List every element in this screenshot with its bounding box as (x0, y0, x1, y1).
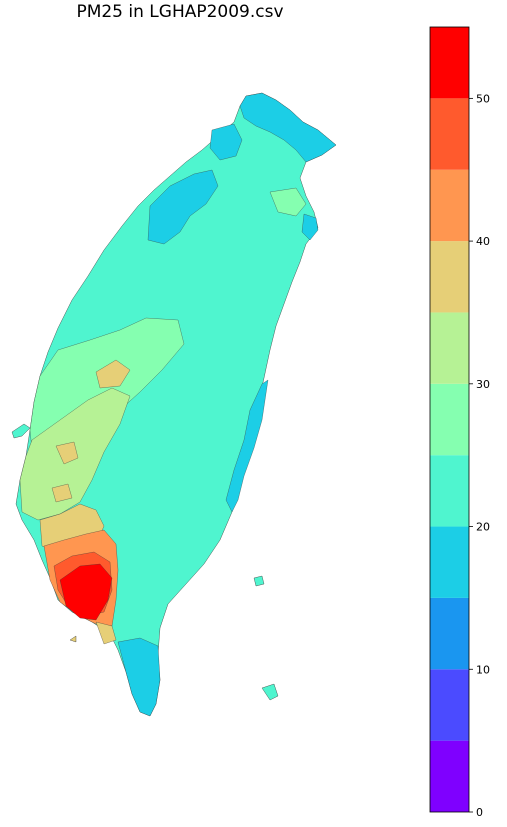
region-taipei (209, 123, 243, 161)
region-hsinchu-green (269, 187, 307, 217)
colorbar-tick-label: 20 (476, 521, 490, 534)
colorbar-tick-label: 40 (476, 235, 490, 248)
colorbar-segment (430, 169, 469, 242)
region-hualien-coast (225, 379, 269, 513)
island-orchid-island (261, 683, 279, 701)
colorbar-tick-label: 30 (476, 378, 490, 391)
colorbar-segment (430, 383, 469, 456)
colorbar-ticks: 0 10 20 30 40 50 (469, 92, 490, 819)
colorbar-segment (430, 740, 469, 812)
region-taoyuan (147, 169, 219, 245)
region-nantou-yellow (95, 359, 131, 389)
colorbar-segment (430, 241, 469, 313)
region-yunlin-yellow (51, 483, 73, 503)
colorbar-segment (430, 98, 469, 170)
colorbar-segment (430, 27, 469, 99)
colorbar-segment (430, 455, 469, 527)
region-pingtung-red (59, 563, 113, 621)
region-chiayi-yellow (55, 441, 79, 465)
colorbar-tick-label: 10 (476, 663, 490, 676)
colorbar-segments (430, 27, 469, 812)
region-yilan-coast (301, 213, 319, 241)
region-taitung-south (117, 637, 161, 717)
island-penghu (11, 423, 31, 439)
region-south-yellow (95, 621, 117, 645)
region-north-tip (239, 92, 337, 163)
colorbar-tick-label: 0 (476, 806, 483, 819)
colorbar-segment (430, 669, 469, 741)
colorbar-segment (430, 312, 469, 384)
colorbar-segment (430, 597, 469, 670)
map-title: PM25 in LGHAP2009.csv (76, 2, 284, 22)
colorbar-tick-label: 50 (476, 92, 490, 105)
colorbar-segment (430, 526, 469, 598)
island-liuqiu (69, 635, 77, 643)
colorbar-frame (429, 26, 470, 813)
island-green-island (253, 575, 265, 587)
